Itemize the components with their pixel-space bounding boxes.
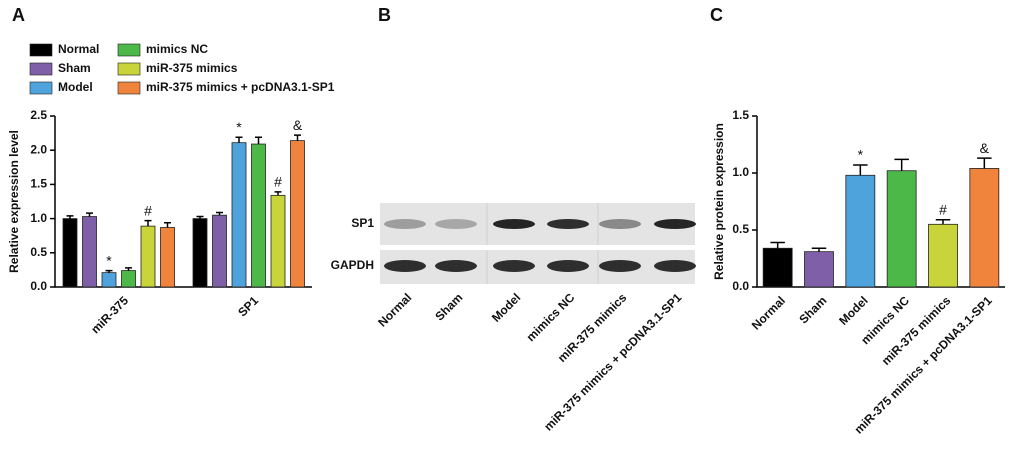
blot-band	[599, 260, 641, 272]
blot-band	[599, 219, 641, 229]
significance-mark: *	[236, 119, 242, 135]
legend-label: Model	[58, 80, 93, 94]
bar	[160, 227, 175, 288]
error-bar	[811, 247, 827, 252]
error-bar	[274, 191, 282, 196]
blot-strip	[380, 250, 695, 284]
blot-band	[547, 260, 589, 272]
error-bar	[853, 164, 868, 176]
bar	[845, 174, 876, 288]
y-tick-label: 0.5	[30, 245, 47, 259]
significance-mark: *	[106, 252, 112, 268]
legend-swatch	[117, 43, 141, 57]
legend-label: miR-375 mimics + pcDNA3.1-SP1	[146, 80, 335, 94]
bar	[140, 225, 156, 288]
bar	[762, 247, 793, 288]
significance-mark: #	[274, 174, 282, 190]
panel-letter: A	[12, 5, 25, 25]
y-tick-label: 0.0	[732, 279, 749, 293]
y-axis-label: Relative protein expression	[712, 123, 726, 280]
blot-lane-label: Sham	[432, 290, 465, 323]
bar	[101, 272, 117, 288]
error-bar	[770, 241, 785, 249]
blot-lane-label: mimics NC	[524, 290, 578, 344]
error-bar	[894, 158, 909, 171]
significance-mark: &	[293, 117, 303, 133]
y-tick-label: 2.0	[30, 142, 47, 156]
error-bar	[86, 212, 93, 217]
blot-row-label: SP1	[351, 216, 374, 230]
error-bar	[105, 269, 113, 273]
x-tick-label: Model	[836, 293, 870, 327]
significance-mark: &	[980, 140, 990, 156]
bar	[82, 216, 97, 288]
blot-row-label: GAPDH	[331, 258, 374, 272]
blot-band	[493, 219, 535, 229]
blot-band	[384, 219, 426, 229]
blot-band	[493, 260, 535, 272]
legend-label: miR-375 mimics	[146, 61, 238, 75]
panel-letter: B	[378, 5, 391, 25]
blot-band	[654, 219, 696, 229]
x-tick-label: Normal	[749, 293, 788, 332]
legend-label: mimics NC	[146, 42, 208, 56]
bar	[969, 168, 1000, 288]
error-bar	[235, 136, 243, 143]
blot-band	[547, 219, 589, 229]
bar	[231, 142, 247, 288]
significance-mark: *	[858, 147, 864, 163]
blot-band	[384, 260, 426, 272]
significance-mark: #	[144, 202, 152, 218]
bar	[121, 270, 136, 288]
bar	[192, 218, 208, 288]
bar	[251, 143, 266, 288]
error-bar	[977, 157, 992, 169]
legend-swatch	[29, 81, 53, 95]
error-bar	[935, 218, 951, 225]
y-tick-label: 1.0	[732, 165, 749, 179]
panel-letter: C	[710, 5, 723, 25]
x-tick-label: Sham	[796, 293, 829, 326]
blot	[380, 203, 695, 284]
error-bar	[294, 134, 301, 141]
y-tick-label: 2.5	[30, 108, 47, 122]
significance-mark: #	[939, 201, 947, 217]
error-bar	[66, 215, 74, 219]
blot-lane-label: Normal	[375, 290, 414, 329]
legend-swatch	[117, 81, 141, 95]
y-tick-label: 1.0	[30, 211, 47, 225]
bar	[212, 214, 227, 288]
bar	[62, 218, 78, 288]
y-tick-label: 0.5	[732, 222, 749, 236]
x-tick-label: SP1	[235, 293, 261, 319]
bar	[928, 223, 958, 288]
error-bar	[255, 136, 262, 145]
blot-lane-label: Model	[489, 290, 523, 324]
legend-swatch	[29, 43, 53, 57]
y-tick-label: 1.5	[30, 177, 47, 191]
y-axis-label: Relative expression level	[7, 130, 21, 273]
blot-band	[435, 219, 477, 229]
legend-label: Sham	[58, 61, 91, 75]
legend-swatch	[29, 62, 53, 76]
y-tick-label: 0.0	[30, 279, 47, 293]
legend-swatch	[117, 62, 141, 76]
error-bar	[125, 267, 132, 271]
blot-strip	[380, 203, 695, 245]
blot-band	[654, 260, 696, 272]
legend-label: Normal	[58, 42, 99, 56]
error-bar	[216, 211, 223, 216]
x-tick-label: miR-375	[88, 293, 131, 336]
bar	[290, 140, 305, 288]
blot-band	[435, 260, 477, 272]
error-bar	[196, 215, 204, 219]
bar	[886, 170, 917, 288]
y-tick-label: 1.5	[732, 108, 749, 122]
axis-line	[756, 116, 1005, 288]
bar	[804, 251, 834, 288]
error-bar	[144, 219, 152, 227]
bar	[270, 194, 286, 288]
error-bar	[164, 221, 171, 228]
